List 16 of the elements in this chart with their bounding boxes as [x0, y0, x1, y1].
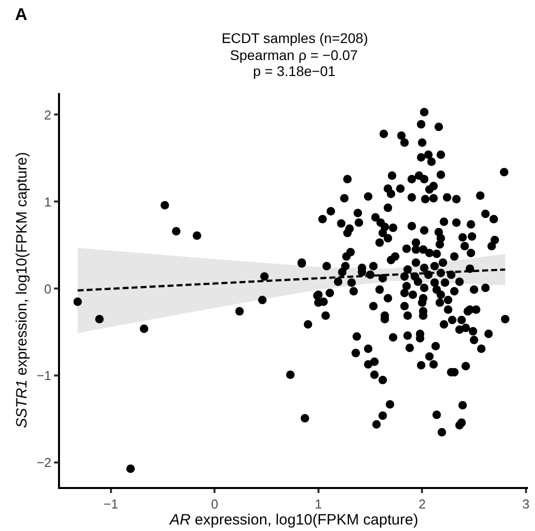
text: Spearman ρ = −0.07	[230, 47, 358, 63]
y-tick-label: −1	[36, 368, 52, 384]
chart-title: ECDT samples (n=208)	[222, 30, 368, 46]
x-tick-label: −1	[103, 496, 118, 512]
x-tick-label: 3	[522, 496, 530, 512]
x-tick-label: 1	[314, 496, 322, 512]
y-tick-label: 0	[44, 281, 52, 296]
y-axis-title: SSTR1 expression, log10(FPKM capture)	[13, 152, 30, 428]
x-axis-title: AR expression, log10(FPKM capture)	[168, 512, 418, 529]
x-tick-label: 0	[211, 496, 218, 512]
y-tick-label: 2	[44, 107, 52, 122]
y-tick-label: −2	[36, 455, 52, 470]
text: A	[15, 5, 28, 24]
y-tick-label: 1	[44, 194, 52, 210]
x-tick-label: 2	[418, 496, 426, 512]
text: p = 3.18e−01	[253, 63, 336, 79]
